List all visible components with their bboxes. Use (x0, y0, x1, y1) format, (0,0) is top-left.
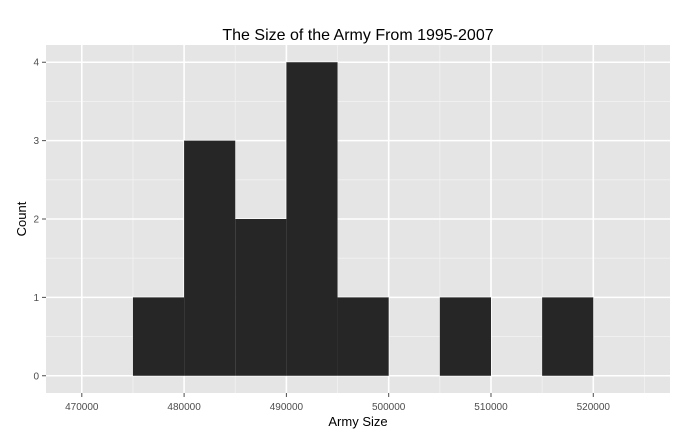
y-tick-label: 1 (33, 293, 39, 304)
y-axis-label: Count (14, 201, 29, 236)
x-tick-label: 520000 (577, 402, 611, 413)
x-tick-label: 510000 (474, 402, 508, 413)
histogram-bar (184, 140, 236, 376)
x-axis-ticks: 470000 480000 490000 500000 510000 520000 (65, 393, 610, 413)
histogram-bar (286, 62, 338, 376)
y-tick-label: 2 (33, 215, 39, 226)
histogram-bar (337, 297, 389, 376)
histogram-bar (439, 297, 491, 376)
y-tick-label: 3 (33, 136, 39, 147)
x-tick-label: 500000 (372, 402, 406, 413)
y-tick-label: 0 (33, 371, 39, 382)
chart-title: The Size of the Army From 1995-2007 (222, 27, 493, 44)
histogram-bar (235, 219, 287, 376)
x-axis-label: Army Size (328, 414, 387, 429)
x-tick-label: 490000 (270, 402, 304, 413)
histogram-bar (542, 297, 594, 376)
y-tick-label: 4 (33, 58, 39, 69)
x-tick-label: 480000 (167, 402, 201, 413)
histogram-bar (132, 297, 185, 376)
x-tick-label: 470000 (65, 402, 99, 413)
y-axis-ticks: 0 1 2 3 4 (33, 58, 46, 382)
histogram-bars (132, 62, 594, 376)
